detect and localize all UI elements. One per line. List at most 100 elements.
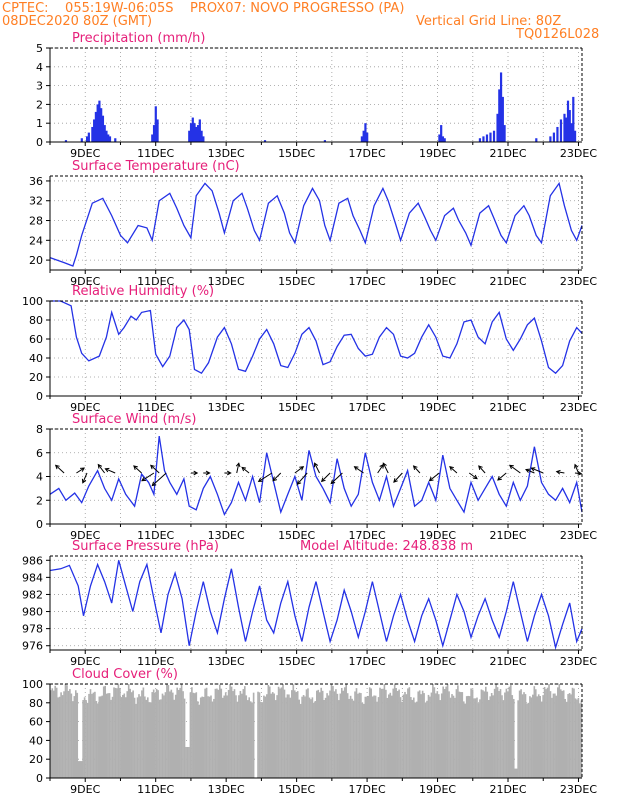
cloud-bar <box>148 702 151 778</box>
wind-arrow-head <box>428 476 434 482</box>
cloud-bar <box>279 688 281 778</box>
wind-arrow-head <box>530 467 536 472</box>
cloud-bar <box>293 690 296 778</box>
cloud-bar <box>462 701 465 778</box>
cloud-bar <box>221 697 224 778</box>
cloud-bar <box>191 687 193 778</box>
wind-arrow-head <box>577 470 583 476</box>
y-tick-label: 984 <box>22 571 43 584</box>
x-tick-label: 11DEC <box>137 147 174 160</box>
precip-bar <box>202 136 205 142</box>
x-tick-label: 21DEC <box>489 275 526 288</box>
wind-arrow-head <box>133 465 138 470</box>
cloud-bar <box>196 701 199 778</box>
cloud-bar <box>111 696 114 778</box>
y-tick-label: 32 <box>29 195 43 208</box>
wind-arrow-head <box>81 478 87 484</box>
cloud-bar <box>393 684 396 778</box>
cloud-bar <box>224 692 227 778</box>
wind-arrow <box>382 462 389 474</box>
wind-arrow <box>413 465 421 474</box>
wind-arrow <box>133 465 142 474</box>
wind-arrow <box>574 464 579 474</box>
cloud-bar <box>55 687 58 778</box>
wind-arrow-head <box>314 462 319 468</box>
cloud-bar <box>155 689 158 778</box>
precip-bar <box>482 136 485 142</box>
cloud-bar <box>542 695 544 778</box>
cloud-bar <box>518 690 521 778</box>
wind-arrow <box>258 472 273 482</box>
cloud-bar <box>145 699 148 778</box>
cloud-bar <box>135 703 137 778</box>
panel-title: Relative Humidity (%) <box>72 284 214 299</box>
wind-arrow-head <box>382 462 387 468</box>
cloud-bar <box>220 688 223 778</box>
cloud-bar <box>326 693 328 778</box>
cloud-bar <box>458 691 461 778</box>
cloud-bar <box>130 692 133 778</box>
cloud-bar <box>449 697 452 778</box>
cloud-bar <box>114 687 117 778</box>
panel-title: Surface Temperature (nC) <box>72 159 240 174</box>
wind-arrow <box>297 472 308 485</box>
cloud-bar <box>57 697 59 778</box>
wind-arrow-head <box>449 466 454 471</box>
cloud-bar <box>526 703 528 778</box>
precip-bar <box>496 113 499 142</box>
wind-arrow <box>236 463 240 474</box>
wind-arrow-head <box>508 464 514 470</box>
precip-bar <box>362 130 365 142</box>
wind-arrow <box>574 472 582 475</box>
x-tick-label: 11DEC <box>137 655 174 668</box>
x-tick-label: 13DEC <box>208 147 245 160</box>
wind-arrow-head <box>574 463 579 469</box>
precip-bar <box>93 119 96 142</box>
precip-bar <box>154 106 157 142</box>
cloud-bar <box>186 746 189 778</box>
cloud-bar <box>339 693 342 778</box>
series-line <box>49 181 583 267</box>
cloud-bar <box>132 690 134 778</box>
wind-arrow-head <box>54 464 60 470</box>
cloud-bar <box>91 693 93 778</box>
cloud-bar <box>464 703 467 778</box>
x-tick-label: 15DEC <box>278 529 315 542</box>
cloud-bar <box>395 688 397 778</box>
x-tick-label: 19DEC <box>419 783 456 796</box>
cloud-bar <box>241 693 243 778</box>
wind-arrow <box>105 468 116 474</box>
x-tick-label: 9DEC <box>70 147 100 160</box>
cloud-bar <box>85 700 87 778</box>
x-tick-label: 21DEC <box>489 401 526 414</box>
wind-arrow-head <box>497 476 502 481</box>
cloud-bar <box>562 690 565 778</box>
cloud-bar <box>101 695 104 778</box>
cloud-bar <box>54 685 57 778</box>
cloud-bar <box>452 695 455 778</box>
panel-1: 0 1 2 3 4 5 9DEC 11DEC 13DEC 15DEC 17DEC 19DEC 21DEC… <box>36 31 597 160</box>
cloud-bar <box>534 689 537 778</box>
precip-bar <box>108 136 112 142</box>
cloud-bar <box>311 697 314 778</box>
precip-bar <box>443 138 446 142</box>
cloud-bar <box>166 684 168 778</box>
cloud-bar <box>480 689 483 778</box>
x-tick-label: 23DEC <box>560 401 597 414</box>
precip-bar <box>96 104 99 142</box>
cloud-bar <box>83 697 86 778</box>
precip-bar <box>503 125 506 142</box>
precip-bar <box>440 125 443 142</box>
wind-arrow <box>556 471 565 474</box>
cloud-bar <box>330 684 333 778</box>
wind-arrow-head <box>97 463 103 469</box>
cloud-bar <box>549 691 552 778</box>
cloud-bar <box>515 768 518 778</box>
cloud-bar <box>138 694 140 778</box>
x-tick-label: 13DEC <box>208 783 245 796</box>
cloud-bar <box>446 684 449 778</box>
precip-bar <box>94 111 98 142</box>
cloud-bar <box>60 692 62 778</box>
cloud-bar <box>113 687 115 778</box>
cloud-bar <box>63 691 65 778</box>
